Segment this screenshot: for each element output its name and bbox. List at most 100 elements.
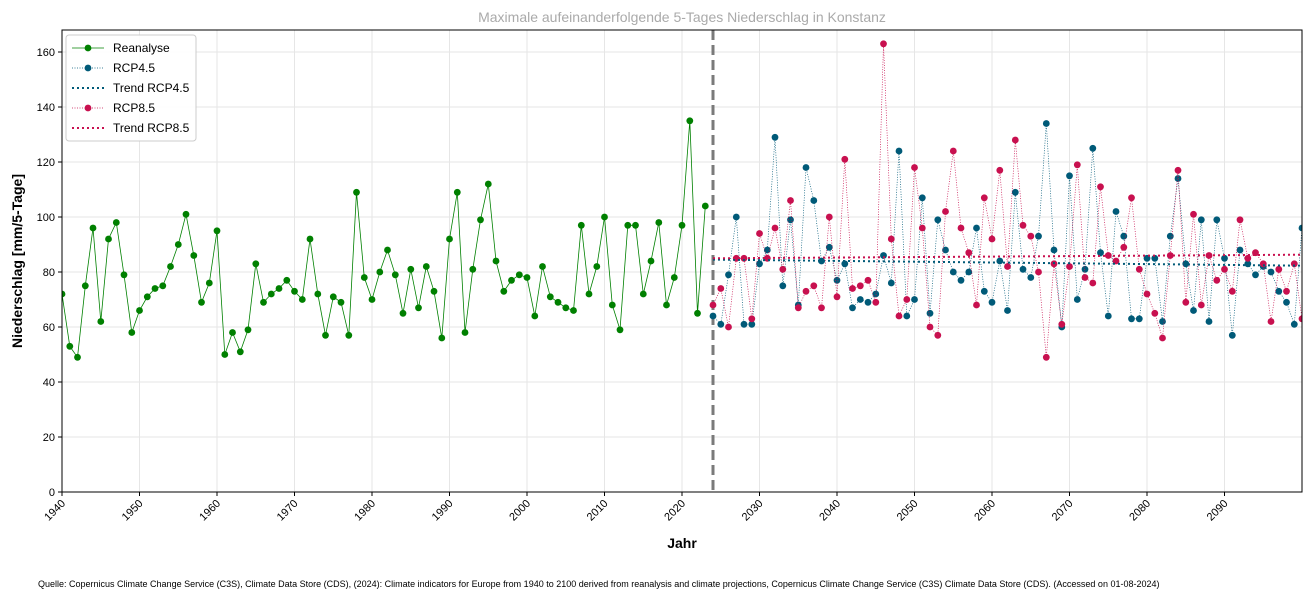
x-tick-label: 2010 xyxy=(585,498,611,524)
data-point-rcp4-5 xyxy=(926,309,934,317)
data-point-rcp4-5 xyxy=(1027,274,1035,281)
data-point-rcp4-5 xyxy=(1135,315,1143,323)
x-tick-label: 2070 xyxy=(1050,498,1076,524)
data-point-rcp8-5 xyxy=(833,293,841,301)
data-point-rcp8-5 xyxy=(911,164,918,171)
data-point-reanalyse xyxy=(275,285,283,292)
data-point-reanalyse xyxy=(384,246,391,254)
x-tick-label: 1940 xyxy=(42,498,68,524)
data-point-rcp4-5 xyxy=(709,312,717,320)
data-point-reanalyse xyxy=(298,296,306,303)
data-point-reanalyse xyxy=(701,202,709,210)
data-point-rcp8-5 xyxy=(872,298,880,306)
y-tick-label: 0 xyxy=(49,487,55,499)
data-point-reanalyse xyxy=(337,298,345,306)
data-point-rcp4-5 xyxy=(949,268,957,276)
data-point-rcp8-5 xyxy=(748,315,756,323)
source-note: Quelle: Copernicus Climate Change Servic… xyxy=(38,579,1159,589)
data-point-rcp4-5 xyxy=(1236,246,1244,254)
legend-item-reanalyse: Reanalyse xyxy=(72,41,170,55)
data-point-reanalyse xyxy=(368,296,376,303)
data-point-rcp4-5 xyxy=(864,298,872,306)
data-point-reanalyse xyxy=(616,326,624,334)
data-point-rcp4-5 xyxy=(740,320,748,328)
data-point-reanalyse xyxy=(500,287,508,295)
data-point-reanalyse xyxy=(608,301,616,309)
data-point-rcp8-5 xyxy=(1120,243,1128,251)
plot-area xyxy=(62,30,1302,492)
data-point-rcp8-5 xyxy=(1174,166,1182,174)
data-point-rcp8-5 xyxy=(988,235,996,243)
series-line-rcp8-5 xyxy=(712,43,1302,358)
data-point-rcp4-5 xyxy=(957,276,965,284)
data-point-rcp8-5 xyxy=(1298,315,1302,323)
data-point-reanalyse xyxy=(663,301,670,309)
data-point-rcp8-5 xyxy=(802,287,810,295)
data-point-rcp8-5 xyxy=(1190,210,1197,218)
data-point-rcp4-5 xyxy=(965,268,973,276)
data-point-rcp4-5 xyxy=(763,246,771,254)
data-point-rcp8-5 xyxy=(965,249,973,257)
data-point-rcp4-5 xyxy=(802,164,810,171)
x-tick-label: 1950 xyxy=(120,498,146,524)
data-point-reanalyse xyxy=(469,265,477,273)
data-point-rcp4-5 xyxy=(903,312,911,320)
y-axis-title: Niederschlag [mm/5-Tage] xyxy=(9,174,25,348)
data-point-rcp8-5 xyxy=(918,224,926,232)
data-point-reanalyse xyxy=(430,287,438,295)
data-point-rcp4-5 xyxy=(1290,320,1298,328)
data-point-reanalyse xyxy=(593,263,601,270)
data-point-reanalyse xyxy=(345,331,353,339)
data-point-reanalyse xyxy=(236,348,244,356)
data-point-reanalyse xyxy=(515,271,523,279)
legend: Reanalyse RCP4.5 Trend RCP4.5 RCP8.5 Trend R… xyxy=(65,34,197,142)
data-point-reanalyse xyxy=(539,263,546,270)
data-point-rcp8-5 xyxy=(880,40,887,48)
data-point-rcp8-5 xyxy=(709,301,717,309)
data-point-reanalyse xyxy=(205,279,213,287)
data-point-rcp8-5 xyxy=(787,197,794,204)
data-point-rcp4-5 xyxy=(849,304,856,312)
data-point-reanalyse xyxy=(329,293,337,301)
data-point-rcp8-5 xyxy=(849,285,856,292)
data-point-reanalyse xyxy=(314,290,322,298)
data-point-reanalyse xyxy=(81,282,89,290)
data-point-reanalyse xyxy=(601,213,608,221)
y-tick-label: 40 xyxy=(43,377,55,389)
data-point-reanalyse xyxy=(283,276,291,284)
data-point-rcp4-5 xyxy=(1019,265,1027,273)
data-point-reanalyse xyxy=(151,285,159,292)
data-point-reanalyse xyxy=(291,287,298,295)
data-point-rcp8-5 xyxy=(841,155,849,163)
data-point-reanalyse xyxy=(74,353,81,361)
y-tick-label: 60 xyxy=(43,322,55,334)
data-point-reanalyse xyxy=(422,263,430,270)
data-point-reanalyse xyxy=(244,326,252,334)
data-point-rcp8-5 xyxy=(1197,301,1205,309)
series-trend-rcp8-5 xyxy=(712,253,1302,260)
data-point-rcp4-5 xyxy=(887,279,895,287)
legend-swatch-marker xyxy=(84,64,92,72)
data-point-rcp8-5 xyxy=(825,213,833,221)
data-point-rcp8-5 xyxy=(949,147,957,155)
data-point-rcp4-5 xyxy=(1252,271,1259,279)
data-point-rcp8-5 xyxy=(864,276,872,284)
data-point-rcp8-5 xyxy=(1035,268,1042,276)
data-point-reanalyse xyxy=(105,235,112,243)
data-point-reanalyse xyxy=(508,276,515,284)
data-point-rcp8-5 xyxy=(1166,252,1174,259)
x-tick-label: 2080 xyxy=(1127,498,1153,524)
data-point-reanalyse xyxy=(624,221,632,229)
data-point-rcp8-5 xyxy=(1143,290,1151,298)
data-point-rcp4-5 xyxy=(1120,232,1128,240)
data-point-reanalyse xyxy=(174,241,182,248)
data-point-rcp4-5 xyxy=(1159,318,1166,325)
x-tick-label: 1970 xyxy=(275,498,301,524)
data-point-rcp8-5 xyxy=(942,208,949,215)
series-line-reanalyse xyxy=(62,120,706,359)
data-point-rcp4-5 xyxy=(1035,232,1042,240)
axes: 1940 1950 1960 1970 1980 1990 2000 2010 2020 2030… xyxy=(37,29,1303,524)
data-point-rcp4-5 xyxy=(810,197,818,204)
data-point-reanalyse xyxy=(523,274,531,281)
data-point-rcp8-5 xyxy=(818,304,825,312)
